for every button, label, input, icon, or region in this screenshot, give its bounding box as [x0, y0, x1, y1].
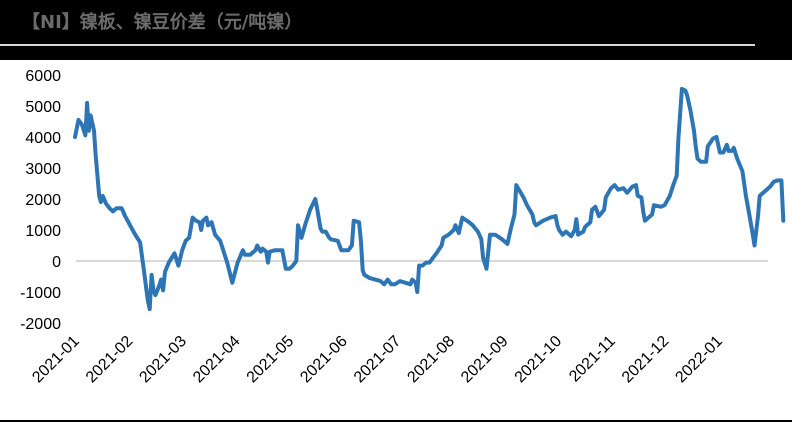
x-tick-label: 2021-10 — [512, 333, 566, 387]
x-tick-label: 2021-05 — [244, 333, 298, 387]
price-spread-line — [73, 86, 786, 312]
chart-header: 【NI】镍板、镍豆价差（元/吨镍） — [0, 0, 792, 60]
x-tick-label: 2021-12 — [619, 333, 673, 387]
x-tick-label: 2021-11 — [566, 333, 619, 386]
title-underline — [0, 44, 755, 46]
x-tick-label: 2021-08 — [404, 333, 458, 387]
y-tick-label: 5000 — [25, 99, 61, 116]
y-axis: 6000 5000 4000 3000 2000 1000 0 -1000 -2000 — [20, 68, 61, 333]
y-tick-label: 0 — [52, 254, 61, 271]
y-tick-label: -1000 — [20, 285, 61, 302]
y-tick-label: 2000 — [25, 192, 61, 209]
bottom-border — [0, 420, 792, 422]
chart-title: 【NI】镍板、镍豆价差（元/吨镍） — [22, 12, 303, 33]
y-tick-label: 3000 — [25, 161, 61, 178]
x-tick-label: 2022-01 — [672, 333, 726, 387]
x-tick-label: 2021-01 — [29, 333, 83, 387]
y-tick-label: -2000 — [20, 316, 61, 333]
x-tick-label: 2021-04 — [190, 333, 244, 387]
x-tick-label: 2021-06 — [297, 333, 351, 387]
x-axis: 2021-01 2021-02 2021-03 2021-04 2021-05 2021-… — [29, 333, 726, 387]
x-tick-label: 2021-02 — [83, 333, 137, 387]
x-tick-label: 2021-09 — [458, 333, 512, 387]
x-tick-label: 2021-07 — [351, 333, 405, 387]
y-tick-label: 6000 — [25, 68, 61, 85]
y-tick-label: 1000 — [25, 223, 61, 240]
x-tick-label: 2021-03 — [136, 333, 190, 387]
y-tick-label: 4000 — [25, 130, 61, 147]
